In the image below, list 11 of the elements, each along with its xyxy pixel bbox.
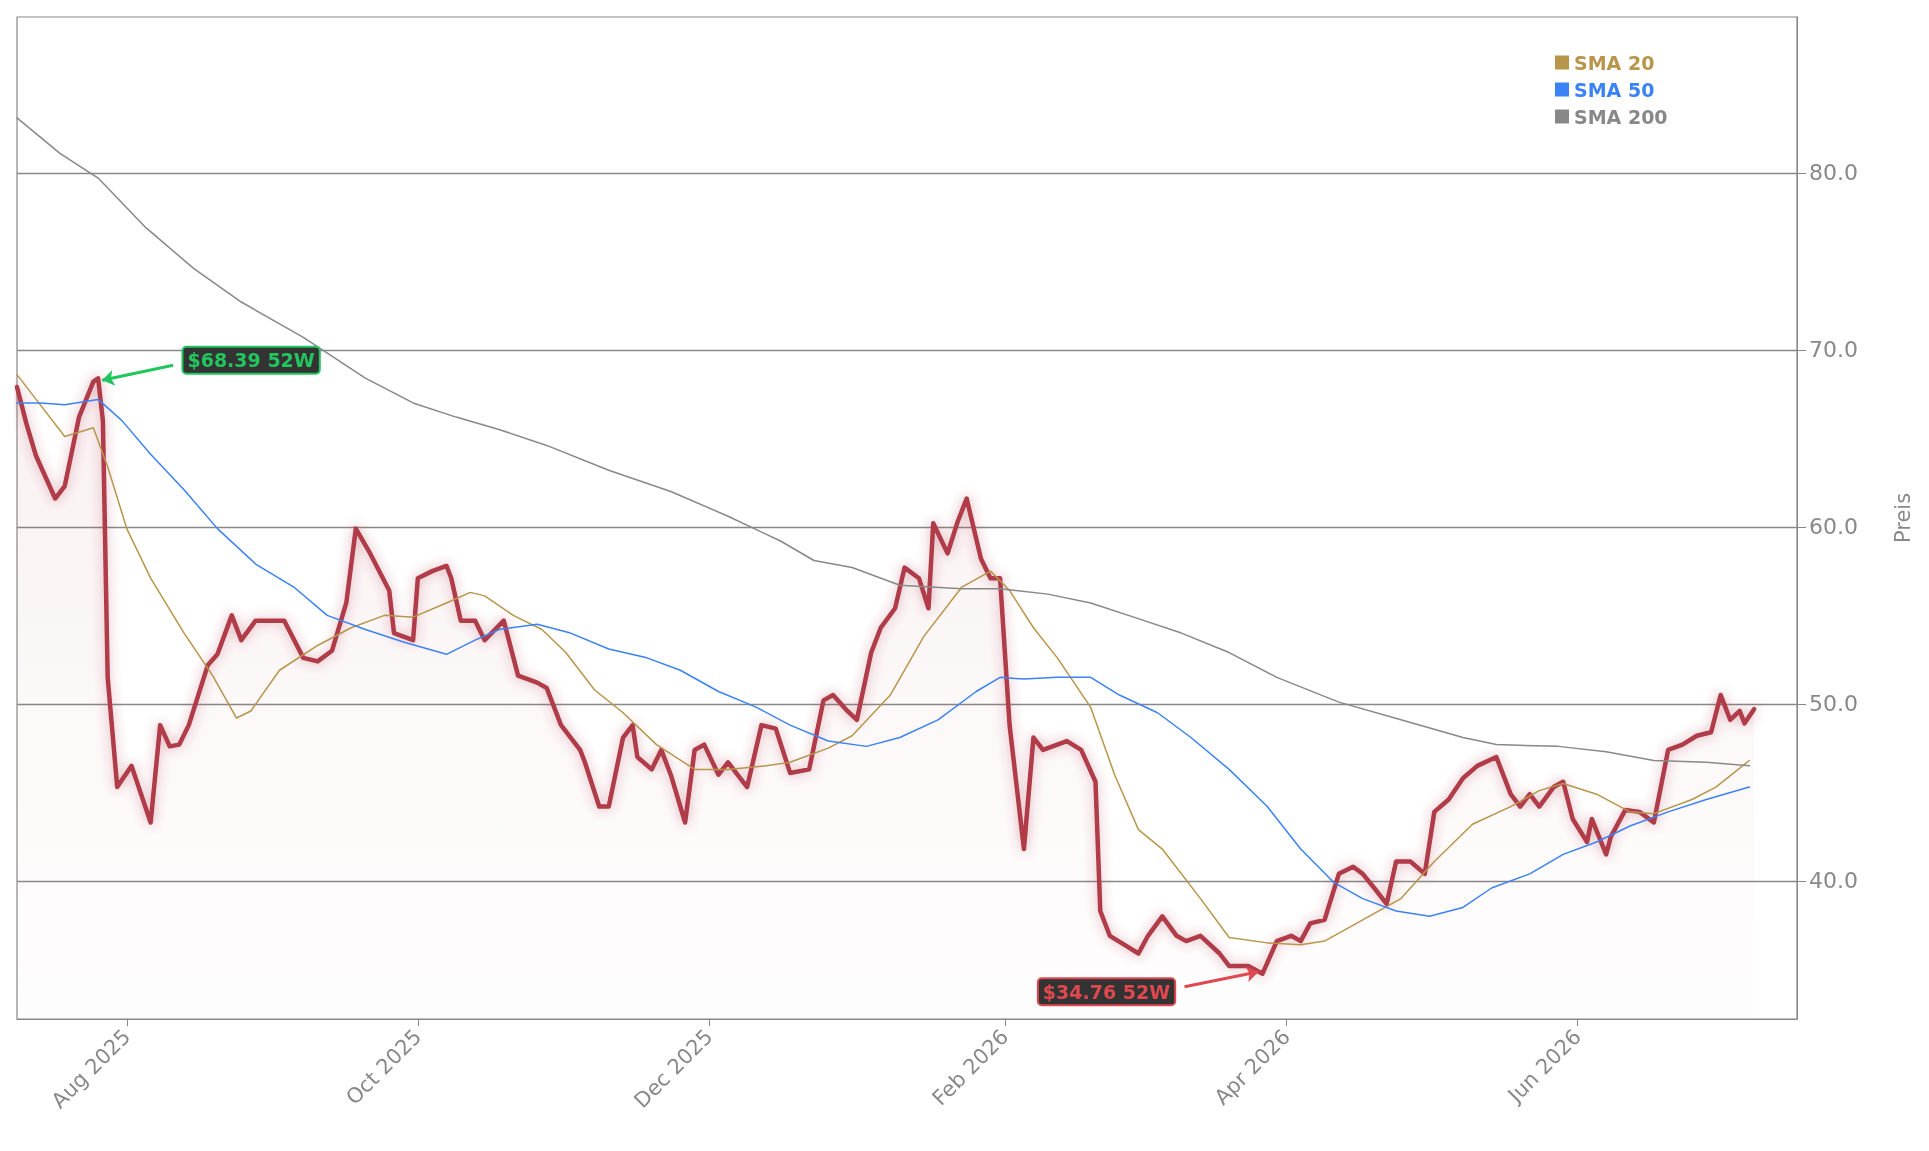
y-tick-label: 50.0 <box>1809 691 1858 717</box>
y-axis-title: Preis <box>1890 492 1915 544</box>
annotation: $68.39 52W <box>187 349 315 372</box>
y-tick-label: 80.0 <box>1809 160 1858 186</box>
legend-label: SMA 50 <box>1574 78 1655 101</box>
y-tick-label: 60.0 <box>1809 514 1858 540</box>
legend-label: SMA 20 <box>1574 51 1655 74</box>
y-tick-label: 40.0 <box>1809 868 1858 894</box>
annotation: $34.76 52W <box>1042 980 1171 1003</box>
legend-label: SMA 200 <box>1574 105 1668 128</box>
y-tick-label: 70.0 <box>1809 337 1858 363</box>
